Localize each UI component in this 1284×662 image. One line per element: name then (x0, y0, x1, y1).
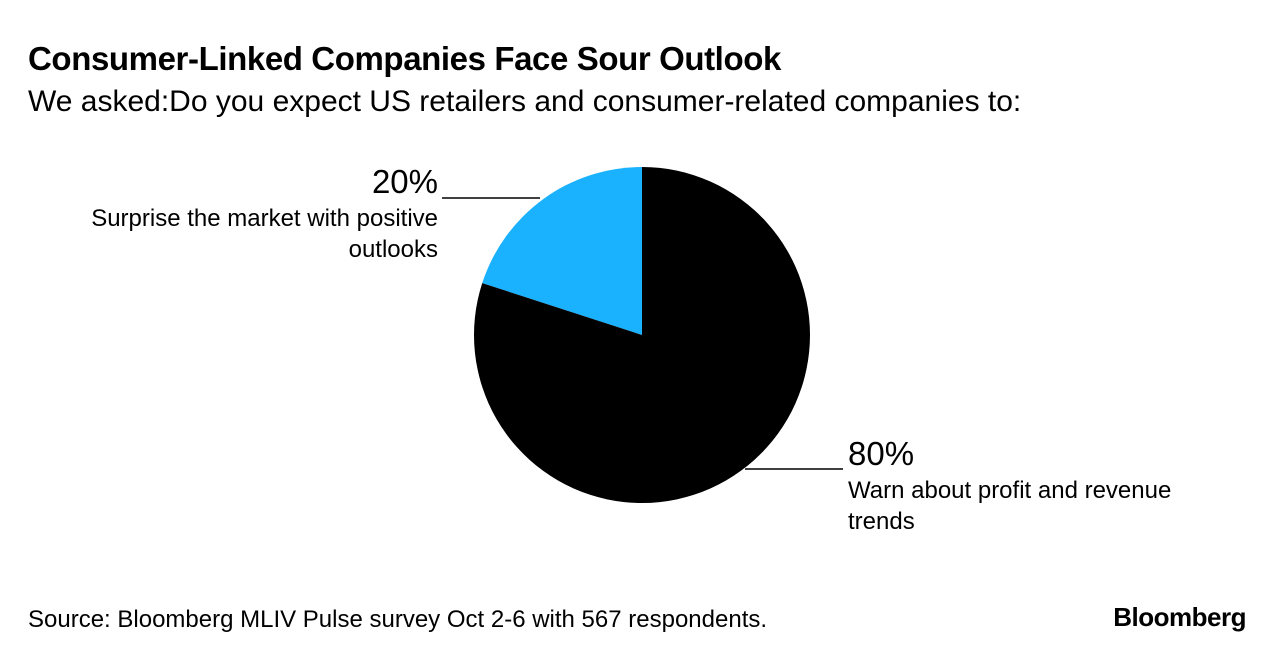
pie-slice-positive (482, 167, 642, 335)
slice-label-warn: Warn about profit and revenue trends (848, 477, 1172, 535)
source-note: Source: Bloomberg MLIV Pulse survey Oct … (28, 606, 768, 633)
bloomberg-logo: Bloomberg (1113, 602, 1246, 632)
slice-label-positive: Surprise the market with positive outloo… (91, 205, 438, 263)
slice-value-warn: 80% (848, 435, 915, 472)
chart-subtitle: We asked:Do you expect US retailers and … (28, 85, 1022, 118)
pie-slices (473, 167, 810, 503)
chart-title: Consumer-Linked Companies Face Sour Outl… (28, 40, 781, 77)
pie-slice-warn (473, 167, 810, 503)
slice-value-positive: 20% (371, 163, 438, 200)
